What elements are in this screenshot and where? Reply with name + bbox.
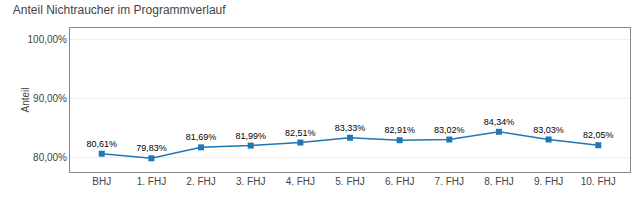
svg-text:81,99%: 81,99%	[235, 131, 266, 141]
svg-text:BHJ: BHJ	[92, 176, 111, 187]
svg-text:90,00%: 90,00%	[33, 93, 67, 104]
svg-text:82,51%: 82,51%	[285, 128, 316, 138]
svg-text:84,34%: 84,34%	[484, 117, 515, 127]
svg-text:8. FHJ: 8. FHJ	[484, 176, 513, 187]
svg-text:6. FHJ: 6. FHJ	[385, 176, 414, 187]
svg-text:2. FHJ: 2. FHJ	[186, 176, 215, 187]
svg-text:79,83%: 79,83%	[136, 143, 167, 153]
svg-text:5. FHJ: 5. FHJ	[335, 176, 364, 187]
svg-text:83,02%: 83,02%	[434, 125, 465, 135]
svg-text:83,33%: 83,33%	[335, 123, 366, 133]
svg-text:82,91%: 82,91%	[384, 125, 415, 135]
svg-text:9. FHJ: 9. FHJ	[534, 176, 563, 187]
svg-text:7. FHJ: 7. FHJ	[435, 176, 464, 187]
svg-text:3. FHJ: 3. FHJ	[236, 176, 265, 187]
svg-text:83,03%: 83,03%	[533, 125, 564, 135]
svg-text:Anteil: Anteil	[20, 87, 31, 112]
svg-text:81,69%: 81,69%	[186, 132, 217, 142]
svg-text:80,00%: 80,00%	[33, 152, 67, 163]
svg-text:80,61%: 80,61%	[86, 139, 117, 149]
svg-text:1. FHJ: 1. FHJ	[137, 176, 166, 187]
svg-text:100,00%: 100,00%	[28, 34, 68, 45]
svg-text:4. FHJ: 4. FHJ	[286, 176, 315, 187]
svg-text:Anteil Nichtraucher im Program: Anteil Nichtraucher im Programmverlauf	[13, 3, 226, 17]
svg-text:82,05%: 82,05%	[583, 130, 614, 140]
svg-text:10. FHJ: 10. FHJ	[581, 176, 616, 187]
